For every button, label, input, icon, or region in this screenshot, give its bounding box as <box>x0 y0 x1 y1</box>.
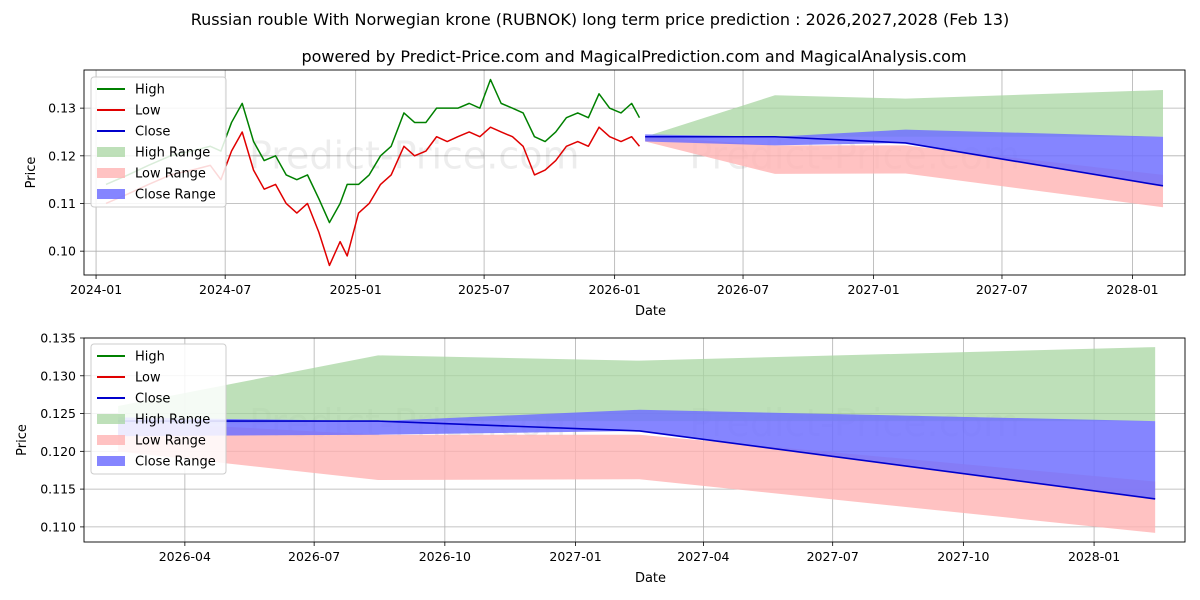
legend-item: High <box>97 83 165 98</box>
plot-area <box>105 78 1164 267</box>
close-forecast-line <box>118 420 1156 500</box>
legend-item: Low <box>97 104 161 119</box>
panel-bottom: 2026-04 2026-07 2026-10 2027-01 2027-04 2027-… <box>15 331 1186 586</box>
low-line <box>105 126 641 267</box>
legend-swatch-patch <box>97 414 125 424</box>
legend-item: High <box>97 350 165 365</box>
y-tick-label: 0.13 <box>48 101 76 116</box>
x-tick-label: 2026-10 <box>419 549 471 564</box>
y-tick-label: 0.135 <box>40 331 76 346</box>
x-tick-label: 2028-01 <box>1068 549 1120 564</box>
chart-title: Russian rouble With Norwegian krone (RUB… <box>191 10 1010 29</box>
legend-item: Close Range <box>97 188 216 203</box>
legend-swatch-patch <box>97 456 125 466</box>
y-axis-label: Price <box>15 424 30 456</box>
legend-label: High Range <box>135 413 210 428</box>
legend-item: High Range <box>97 413 210 428</box>
legend-swatch-patch <box>97 168 125 178</box>
legend-swatch-patch <box>97 435 125 445</box>
close-forecast-line <box>645 135 1164 187</box>
x-axis-label: Date <box>635 304 666 319</box>
y-tick-label: 0.10 <box>48 244 76 259</box>
legend-label: Close Range <box>135 455 216 470</box>
plot-frame <box>83 337 1186 543</box>
legend-item: High Range <box>97 146 210 161</box>
legend-item: Low Range <box>97 434 206 449</box>
x-tick-label: 2026-07 <box>717 282 769 297</box>
x-tick-label: 2026-07 <box>288 549 340 564</box>
low-range-area <box>645 136 1164 208</box>
x-tick-label: 2027-01 <box>549 549 601 564</box>
x-tick-label: 2027-07 <box>807 549 859 564</box>
x-tick-label: 2028-01 <box>1106 282 1158 297</box>
plot-area <box>118 347 1156 533</box>
x-tick-label: 2025-01 <box>330 282 382 297</box>
legend-swatch-patch <box>97 189 125 199</box>
y-tick-label: 0.12 <box>48 148 76 163</box>
y-tick-label: 0.120 <box>40 444 76 459</box>
high-range-area <box>645 90 1164 140</box>
legend-label: Low Range <box>135 434 206 449</box>
high-range-area <box>118 347 1156 425</box>
x-tick-label: 2027-10 <box>937 549 989 564</box>
legend-item: Low Range <box>97 167 206 182</box>
y-tick-label: 0.11 <box>48 196 76 211</box>
legend-item: Close <box>97 392 170 407</box>
x-axis-label: Date <box>635 571 666 586</box>
legend-item: Close Range <box>97 455 216 470</box>
legend-item: Low <box>97 371 161 386</box>
legend: High Low Close High Range Low Range Close Ran… <box>90 76 227 208</box>
legend-label: Low Range <box>135 167 206 182</box>
y-tick-label: 0.110 <box>40 519 76 534</box>
x-tick-label: 2024-07 <box>199 282 251 297</box>
high-line <box>105 78 641 224</box>
legend-label: Close Range <box>135 188 216 203</box>
x-tick-label: 2027-07 <box>976 282 1028 297</box>
legend-label: High <box>135 83 165 98</box>
x-tick-label: 2026-01 <box>589 282 641 297</box>
y-axis-label: Price <box>24 157 39 189</box>
chart-subtitle: powered by Predict-Price.com and Magical… <box>301 47 966 66</box>
legend-label: Close <box>135 125 170 140</box>
low-range-area <box>118 421 1156 533</box>
x-tick-label: 2027-01 <box>847 282 899 297</box>
legend-label: High Range <box>135 146 210 161</box>
legend-label: Close <box>135 392 170 407</box>
x-tick-label: 2027-04 <box>677 549 729 564</box>
y-tick-label: 0.125 <box>40 406 76 421</box>
plot-frame <box>83 69 1186 276</box>
legend-label: Low <box>135 371 161 386</box>
legend: High Low Close High Range Low Range Close Ran… <box>90 343 227 475</box>
close-range-area <box>645 129 1164 186</box>
panel-top: 2024-01 2024-07 2025-01 2025-07 2026-01 2026-… <box>24 69 1186 319</box>
x-tick-label: 2026-04 <box>159 549 211 564</box>
legend-label: High <box>135 350 165 365</box>
legend-swatch-patch <box>97 147 125 157</box>
y-tick-label: 0.115 <box>40 482 76 497</box>
legend-label: Low <box>135 104 161 119</box>
legend-item: Close <box>97 125 170 140</box>
close-range-area <box>118 409 1156 499</box>
x-tick-label: 2024-01 <box>70 282 122 297</box>
x-tick-label: 2025-07 <box>458 282 510 297</box>
y-tick-label: 0.130 <box>40 368 76 383</box>
